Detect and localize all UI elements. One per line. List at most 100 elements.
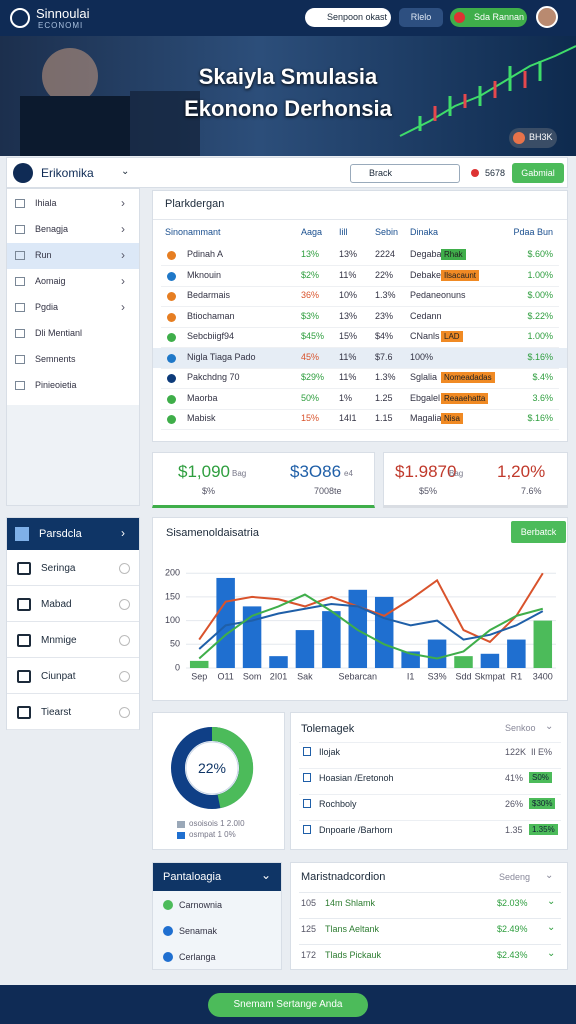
- summary-filter[interactable]: Senkoo: [505, 723, 536, 733]
- sidebar-item[interactable]: Benagja ›: [7, 217, 139, 243]
- bar: [269, 656, 288, 668]
- nav-item[interactable]: Tiearst: [7, 696, 139, 730]
- cell: 10%: [339, 290, 358, 300]
- summary-value: 122K: [505, 747, 527, 757]
- divider: [153, 219, 567, 220]
- account-name: Sda Rannan: [474, 12, 525, 22]
- nav-header[interactable]: Parsdcla ›: [7, 518, 139, 550]
- bar: [374, 596, 394, 668]
- chevron: ⌄: [547, 922, 556, 933]
- sidebar-icon: [15, 355, 25, 364]
- cell: $.22%: [527, 310, 553, 321]
- chevron: ›: [121, 222, 125, 236]
- line: [198, 572, 544, 644]
- sidebar-label: Semnents: [35, 354, 76, 364]
- cell: 13%: [339, 310, 358, 321]
- row-divider: [161, 326, 559, 328]
- cell: 15%: [301, 413, 320, 423]
- portfolio-dot: [163, 926, 173, 936]
- kpi-card: [152, 452, 375, 508]
- row-icon: [303, 825, 311, 834]
- market-id: 125: [301, 924, 317, 934]
- cell: 45%: [301, 351, 320, 362]
- nav-badge: [119, 671, 130, 682]
- cell: 1.3%: [375, 290, 396, 300]
- sidebar-item[interactable]: Ihiala ›: [7, 191, 139, 217]
- kpi-card: [383, 452, 568, 508]
- cell: Magalia: [410, 413, 442, 423]
- nav-label: Mnmige: [41, 635, 77, 646]
- search[interactable]: Senpoon okast: [305, 8, 391, 27]
- toolbar-search[interactable]: Brack: [350, 164, 460, 183]
- footer-button[interactable]: Snemam Sertange Anda: [208, 993, 368, 1017]
- bar: [507, 639, 526, 668]
- line: [198, 593, 544, 660]
- summary-value: 26%: [505, 799, 524, 809]
- sidebar-item[interactable]: Dli Mentianl: [7, 321, 139, 347]
- row-dot: [167, 415, 176, 424]
- kpi-sub: $5%: [419, 486, 438, 496]
- cell: Debake: [410, 269, 442, 280]
- cell: $.16%: [527, 351, 553, 362]
- y-tick-label: 150: [165, 591, 180, 601]
- x-tick-label: Sak: [297, 671, 313, 681]
- cell: 100%: [410, 351, 434, 362]
- row-icon: [303, 773, 311, 782]
- cell: Nigla Tiaga Pado: [187, 351, 256, 362]
- toolbar-chevron[interactable]: ⌄: [121, 166, 130, 177]
- portfolio-item: Carnownia: [179, 900, 223, 910]
- summary-label: Ilojak: [319, 747, 341, 757]
- portfolio-header[interactable]: Pantaloagia ⌄: [153, 863, 281, 891]
- cell: Mknouin: [187, 269, 222, 280]
- badge: LAD: [441, 331, 463, 342]
- nav-chevron: ›: [121, 526, 125, 540]
- nav-icon: [17, 670, 31, 683]
- cell: Pedaneonuns: [410, 290, 466, 300]
- chevron: ⌄: [545, 721, 554, 732]
- bar: [322, 611, 341, 668]
- x-tick-label: Sep: [191, 671, 207, 681]
- sidebar-item[interactable]: Run ›: [7, 243, 139, 269]
- row-divider: [299, 820, 561, 821]
- toolbar-button[interactable]: Gabmial: [512, 163, 564, 183]
- nav-icon: [17, 562, 31, 575]
- donut-value: 22%: [197, 760, 227, 776]
- markets-filter[interactable]: Sedeng: [499, 872, 531, 882]
- cell: 1.00%: [527, 331, 553, 341]
- nav-panel: Parsdcla › Seringa Mabad Mnmige Ciunpat Tiea…: [6, 517, 140, 730]
- badge: Rhak: [441, 249, 466, 260]
- chart-button[interactable]: Berbatck: [511, 521, 566, 543]
- cell: Sglalia: [410, 372, 438, 382]
- sidebar-item[interactable]: Semnents: [7, 347, 139, 373]
- cell: $.4%: [532, 372, 553, 382]
- market-name: 14m Shlamk: [325, 898, 376, 908]
- avatar[interactable]: [536, 6, 558, 28]
- legend-swatch: [177, 821, 185, 828]
- account-button[interactable]: Sda Rannan: [450, 8, 527, 27]
- badge: Nisa: [441, 413, 464, 424]
- row-divider: [299, 892, 561, 893]
- cell: $29%: [301, 372, 325, 382]
- nav-item[interactable]: Seringa: [7, 552, 139, 586]
- kpi-unit: Bag: [232, 469, 247, 478]
- nav-item[interactable]: Ciunpat: [7, 660, 139, 694]
- market-name: Tlans Aeltank: [325, 924, 380, 934]
- sidebar-item[interactable]: Pgdia ›: [7, 295, 139, 321]
- summary-extra: Il E%: [531, 747, 553, 757]
- bar: [216, 577, 235, 668]
- nav-item[interactable]: Mnmige: [7, 624, 139, 658]
- header-button[interactable]: Rlelo: [399, 8, 443, 27]
- bar: [454, 656, 473, 668]
- sidebar-icon: [15, 277, 25, 286]
- cell: 14I1: [339, 413, 357, 423]
- sidebar-item[interactable]: Aomaig ›: [7, 269, 139, 295]
- sidebar-item[interactable]: Pinieoietia: [7, 373, 139, 399]
- row-icon: [303, 747, 311, 756]
- chevron: ⌄: [261, 868, 272, 882]
- toolbar-title: Erikomika: [41, 166, 94, 180]
- portfolio-title: Pantaloagia: [163, 871, 222, 883]
- sidebar-label: Aomaig: [35, 276, 66, 286]
- sidebar-label: Pinieoietia: [35, 380, 77, 390]
- nav-item[interactable]: Mabad: [7, 588, 139, 622]
- sidebar-icon: [15, 251, 25, 260]
